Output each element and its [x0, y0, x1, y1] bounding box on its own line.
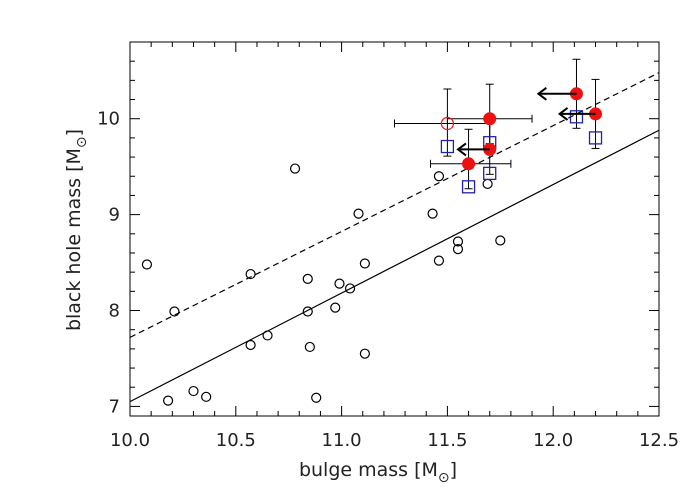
- open-circle-marker: [141, 259, 153, 270]
- x-axis-label-close: ]: [450, 459, 457, 481]
- x-tick-label: 12.0: [533, 430, 573, 451]
- open-circle-marker: [452, 244, 464, 255]
- open-circle-marker: [440, 116, 454, 131]
- open-circle-marker: [433, 255, 445, 266]
- open-circle-marker: [427, 208, 438, 219]
- filled-circle-marker: [462, 157, 476, 171]
- open-square-marker: [461, 180, 476, 194]
- open-square-marker: [440, 139, 455, 154]
- open-circle-marker: [162, 395, 174, 406]
- open-circle-marker: [289, 163, 301, 174]
- open-circle-marker: [188, 385, 199, 397]
- y-tick-label: 7: [109, 396, 120, 417]
- upper-limit-arrowhead: [536, 86, 547, 101]
- x-tick-label: 11.0: [322, 430, 362, 451]
- open-circle-marker: [302, 273, 313, 284]
- open-square-marker: [588, 131, 603, 145]
- open-circle-marker: [344, 283, 356, 294]
- open-square-marker: [483, 166, 497, 181]
- open-circle-marker: [245, 339, 256, 351]
- open-circle-marker: [302, 306, 313, 317]
- filled-circle-marker: [483, 112, 497, 126]
- axis-ticks: [129, 41, 660, 416]
- open-square-marker: [569, 110, 584, 124]
- x-axis-label-subscript: ⊙: [438, 470, 450, 486]
- tick-labels: 10.0 10.5 11.0 11.5 12.0 12.5 7 8 9 10: [97, 109, 679, 451]
- plot-frame: [129, 41, 660, 417]
- open-circle-marker: [452, 236, 464, 247]
- open-circle-marker: [359, 258, 370, 269]
- open-circle-marker: [433, 171, 445, 182]
- y-axis-label-close: ]: [63, 129, 85, 136]
- error-bars: [394, 58, 600, 190]
- x-tick-label: 11.5: [427, 430, 467, 451]
- upper-limit-arrows: [456, 86, 596, 157]
- upper-limit-arrowhead: [456, 142, 467, 157]
- y-tick-label: 8: [109, 301, 120, 322]
- open-circle-marker: [330, 302, 341, 313]
- open-circle-marker: [201, 391, 212, 402]
- x-axis-label: bulge mass [M⊙]: [299, 459, 457, 486]
- open-circle-marker: [334, 278, 345, 289]
- open-circle-marker: [311, 392, 322, 403]
- open-circle-marker: [245, 268, 256, 280]
- solid-fit-line: [129, 129, 660, 403]
- dashed-fit-line: [129, 72, 660, 338]
- x-tick-label: 12.5: [639, 430, 679, 451]
- x-tick-label: 10.5: [216, 430, 256, 451]
- y-tick-label: 10: [97, 109, 120, 130]
- open-circle-marker: [304, 341, 315, 353]
- open-circle-marker: [359, 348, 370, 359]
- upper-limit-arrowhead: [557, 107, 569, 121]
- open-circle-marker: [482, 178, 493, 190]
- open-circle-marker: [353, 208, 364, 219]
- y-axis-label-subscript: ⊙: [74, 136, 90, 148]
- x-tick-label: 10.0: [110, 430, 150, 451]
- open-circle-marker: [169, 306, 180, 317]
- open-circle-marker: [495, 235, 506, 246]
- open-circle-marker: [262, 330, 273, 341]
- y-tick-label: 9: [109, 205, 120, 226]
- y-axis-label: black hole mass [M⊙]: [63, 129, 90, 331]
